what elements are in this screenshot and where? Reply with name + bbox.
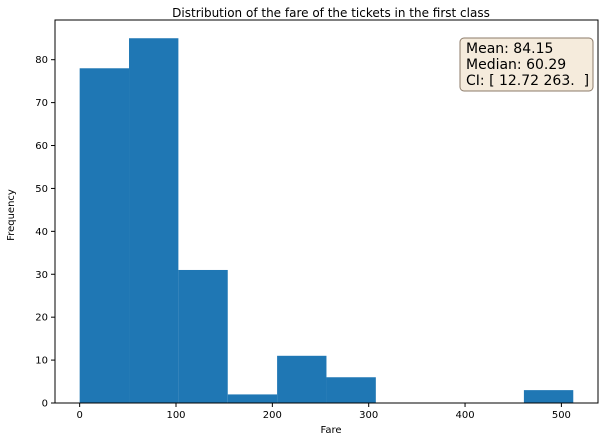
y-axis-ticks: 0 10 20 30 40 50 60 70 80 [35, 55, 55, 410]
y-tick-label: 30 [35, 270, 48, 281]
y-tick-label: 20 [35, 313, 48, 324]
histogram-bar [326, 377, 376, 403]
x-axis-ticks: 0 100 200 300 400 500 [76, 403, 571, 421]
y-tick-label: 80 [35, 55, 48, 66]
y-tick-label: 10 [35, 356, 48, 367]
y-tick-label: 50 [35, 184, 48, 195]
histogram-bar [178, 269, 228, 403]
y-tick-label: 60 [35, 141, 48, 152]
stats-mean-text: Mean: 84.15 [466, 41, 553, 57]
x-tick-label: 200 [263, 410, 282, 421]
plot-frame [54, 19, 599, 404]
x-tick-label: 0 [76, 410, 82, 421]
y-tick-label: 40 [35, 227, 48, 238]
x-axis-label: Fare [320, 425, 341, 436]
stats-median-text: Median: 60.29 [466, 57, 566, 73]
histogram-bar [129, 38, 179, 403]
y-tick-label: 0 [42, 399, 48, 410]
x-tick-label: 300 [359, 410, 378, 421]
y-tick-label: 70 [35, 98, 48, 109]
y-axis-label: Frequency [6, 189, 17, 241]
histogram-bar [523, 390, 574, 403]
stats-box-background [459, 37, 594, 92]
histogram-bar [79, 68, 130, 403]
x-tick-label: 100 [166, 410, 185, 421]
stats-ci-text: CI: [ 12.72 263. ] [466, 73, 589, 89]
stats-annotation-box: Mean: 84.15 Median: 60.29 CI: [ 12.72 26… [459, 37, 594, 92]
histogram-bar [227, 394, 278, 403]
histogram-bar [277, 355, 327, 403]
x-tick-label: 500 [552, 410, 571, 421]
x-tick-label: 400 [455, 410, 474, 421]
bars-group [79, 38, 574, 403]
chart-title: Distribution of the fare of the tickets … [172, 6, 490, 20]
